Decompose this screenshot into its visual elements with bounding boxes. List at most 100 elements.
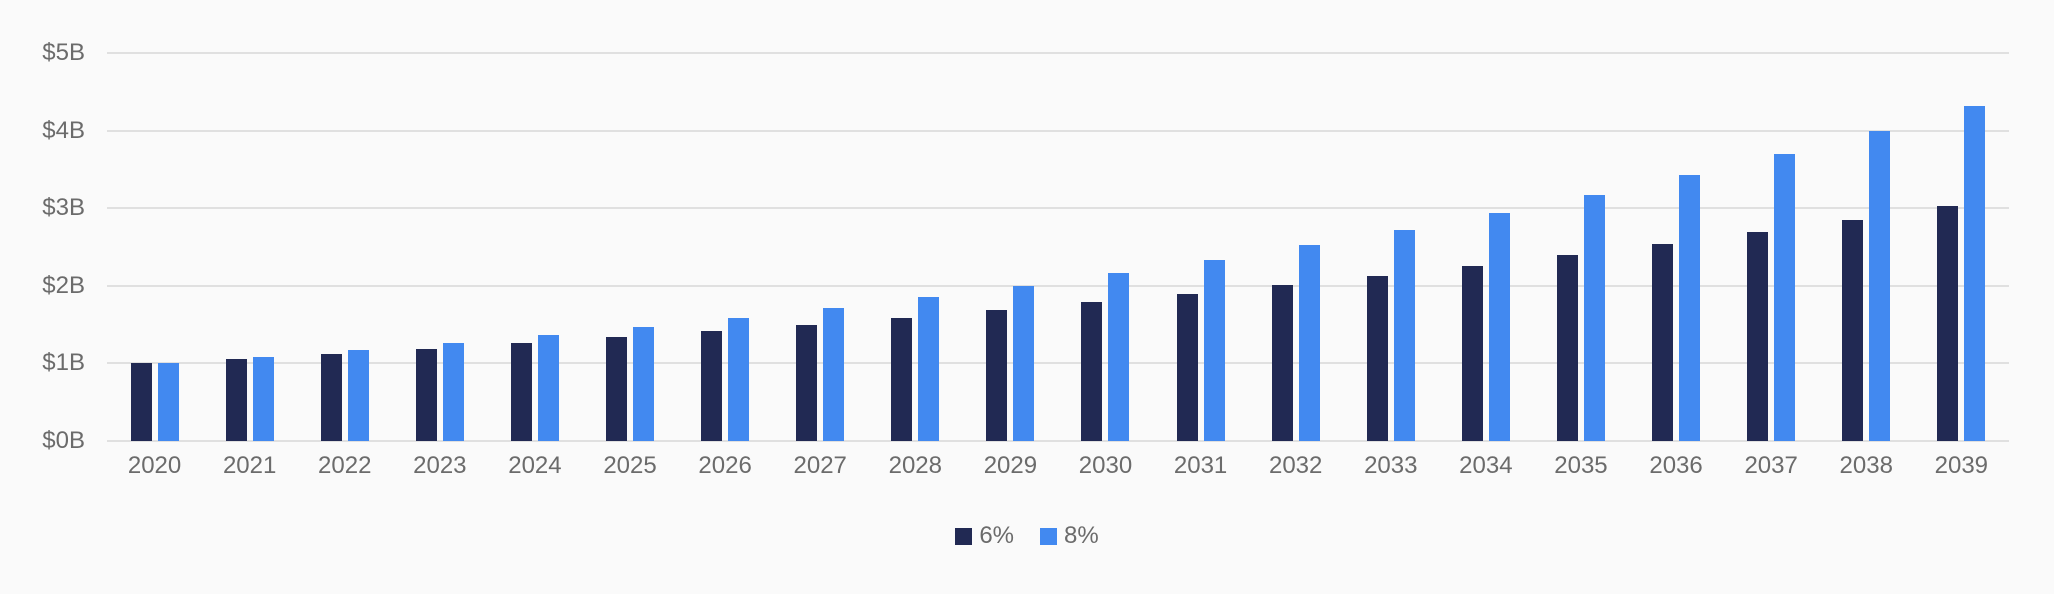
bar-6pct-2029 [986,310,1008,441]
bar-group-2032 [1248,53,1343,441]
bar-8pct-2031 [1203,260,1225,441]
x-axis-tick-label: 2024 [508,452,562,479]
gridline [107,362,2009,365]
legend-item-6pct: 6% [955,522,1014,550]
bar-group-2027 [773,53,868,441]
x-axis-tick-label: 2022 [318,452,372,479]
bar-group-2031 [1153,53,1248,441]
gridline [107,52,2009,54]
bar-8pct-2020 [157,363,179,441]
bar-group-2024 [487,53,582,441]
bar-6pct-2028 [891,318,913,441]
bar-6pct-2032 [1271,285,1293,441]
bar-6pct-2020 [130,363,152,441]
x-axis-tick-label: 2027 [793,452,847,479]
bar-6pct-2033 [1366,276,1388,441]
bar-group-2026 [678,53,773,441]
x-axis-tick-label: 2033 [1364,452,1418,479]
y-axis-tick-label: $4B [42,116,85,144]
y-axis-tick-label: $5B [42,39,85,66]
bar-8pct-2039 [1964,106,1986,441]
gridline [107,207,2009,210]
bar-6pct-2034 [1461,266,1483,441]
bar-6pct-2027 [796,325,818,441]
x-axis-tick-label: 2020 [127,452,182,479]
bar-6pct-2037 [1747,232,1769,441]
legend: 6% 8% [0,522,2054,550]
x-axis: 2020 2021 2022 2023 2024 2025 2026 2027 2028 2029… [107,452,2009,480]
bar-group-2020 [107,53,202,441]
legend-label: 6% [979,522,1014,549]
gridline [107,440,2009,442]
x-axis-tick-label: 2038 [1839,452,1893,479]
bar-series-container [107,53,2009,441]
x-axis-tick-label: 2030 [1078,452,1133,479]
x-axis-tick-label: 2032 [1268,452,1323,479]
bar-group-2030 [1058,53,1153,441]
plot-area [107,52,2009,442]
x-axis-tick-label: 2025 [603,452,657,479]
bar-group-2029 [963,53,1058,441]
legend-item-8pct: 8% [1040,522,1099,550]
bar-8pct-2036 [1679,175,1701,441]
bar-group-2021 [202,53,297,441]
x-axis-tick-label: 2034 [1459,452,1513,479]
legend-swatch-icon [955,527,973,545]
bar-8pct-2022 [347,350,369,441]
bar-6pct-2025 [606,337,628,441]
bar-8pct-2030 [1108,273,1130,441]
bar-6pct-2022 [320,354,342,441]
bar-8pct-2028 [918,297,940,441]
legend-label: 8% [1064,522,1099,549]
x-axis-tick-label: 2021 [222,452,277,479]
bar-8pct-2027 [823,308,845,441]
bar-group-2033 [1343,53,1438,441]
y-axis-tick-label: $2B [42,271,85,299]
bar-6pct-2030 [1081,302,1103,441]
y-axis-tick-label: $1B [42,349,85,377]
bar-group-2023 [392,53,487,441]
bar-8pct-2035 [1583,195,1605,441]
x-axis-tick-label: 2026 [698,452,752,479]
x-axis-tick-label: 2029 [983,452,1038,479]
bar-8pct-2021 [252,357,274,441]
x-axis-tick-label: 2023 [413,452,467,479]
x-axis-tick-label: 2035 [1554,452,1608,479]
y-axis-tick-label: $0B [42,427,85,454]
bar-8pct-2023 [442,343,464,441]
bar-8pct-2024 [537,335,559,441]
y-axis-tick-label: $3B [42,194,85,222]
bar-8pct-2034 [1488,213,1510,441]
bar-group-2034 [1438,53,1533,441]
bar-group-2036 [1629,53,1724,441]
gridline [107,284,2009,287]
bar-6pct-2038 [1842,220,1864,441]
x-axis-tick-label: 2039 [1934,452,1989,479]
bar-8pct-2026 [728,318,750,441]
bar-group-2028 [868,53,963,441]
bar-group-2035 [1533,53,1628,441]
bar-6pct-2039 [1937,206,1959,441]
bar-group-2022 [297,53,392,441]
bar-group-2037 [1724,53,1819,441]
bar-8pct-2029 [1013,286,1035,441]
gridline [107,129,2009,132]
bar-6pct-2026 [701,331,723,441]
bar-6pct-2031 [1176,294,1198,441]
bar-6pct-2021 [225,359,247,441]
bar-6pct-2023 [415,349,437,441]
legend-swatch-icon [1040,527,1057,545]
bar-8pct-2037 [1774,154,1796,441]
bar-6pct-2035 [1556,255,1578,441]
bar-8pct-2032 [1298,245,1320,441]
x-axis-tick-label: 2028 [888,452,942,479]
bar-8pct-2038 [1869,131,1891,441]
x-axis-tick-label: 2036 [1649,452,1703,479]
bar-group-2038 [1819,53,1914,441]
bar-8pct-2025 [633,327,655,441]
bar-6pct-2024 [510,343,532,441]
bar-6pct-2036 [1652,244,1674,441]
bar-group-2025 [582,53,677,441]
x-axis-tick-label: 2037 [1744,452,1798,479]
